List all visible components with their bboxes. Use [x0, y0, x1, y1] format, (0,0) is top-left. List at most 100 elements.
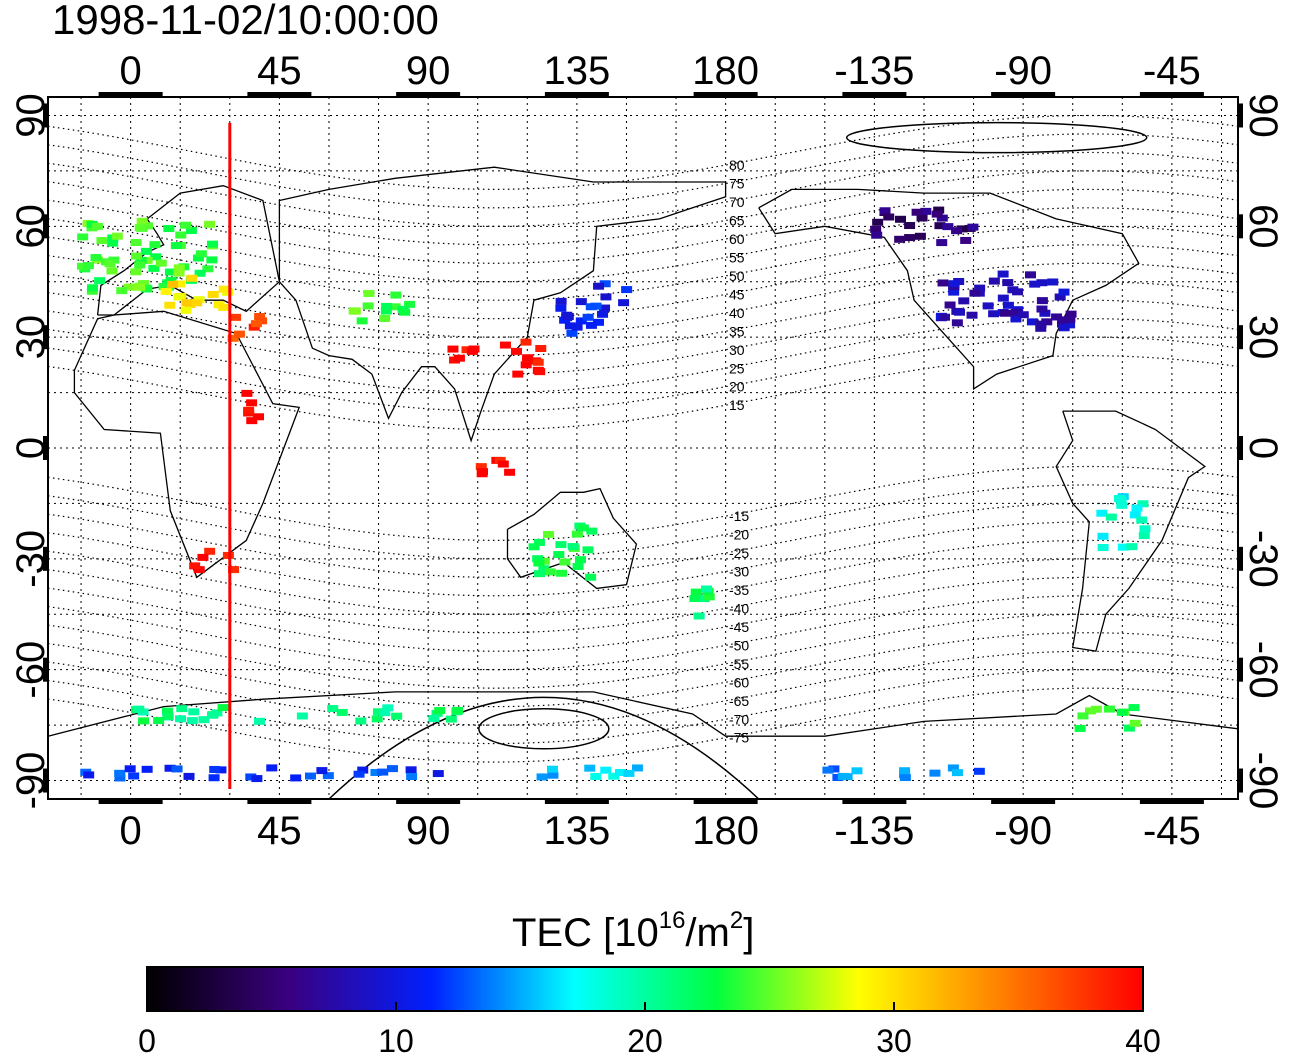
tec-point	[91, 222, 103, 230]
tec-point	[556, 569, 568, 577]
mlat-label: -75	[729, 730, 749, 746]
tec-point	[371, 715, 383, 723]
tec-point	[253, 413, 265, 421]
tec-point	[547, 771, 559, 779]
mlat-contour	[47, 669, 1239, 745]
coastline	[506, 487, 638, 590]
tec-point	[555, 304, 567, 312]
tec-point	[1139, 525, 1151, 533]
mlat-contour	[47, 299, 1239, 375]
mlat-contour	[47, 687, 1239, 763]
tec-point	[942, 223, 954, 231]
mlat-label: 45	[729, 286, 745, 302]
tec-point	[133, 705, 145, 713]
tec-point	[404, 300, 416, 308]
tec-point	[107, 239, 119, 247]
bottom-tick-bar	[1139, 799, 1204, 804]
right-lat-label: 0	[1241, 437, 1285, 459]
mlat-label: -60	[729, 674, 749, 690]
tec-point	[379, 314, 391, 322]
top-tick-bar	[98, 92, 163, 97]
tec-point	[233, 330, 245, 338]
tec-point	[94, 277, 106, 285]
tec-point	[215, 766, 227, 774]
tec-point	[186, 717, 198, 725]
tec-point	[155, 259, 167, 267]
tec-point	[1097, 532, 1109, 540]
tec-point	[175, 715, 187, 723]
tec-point	[138, 717, 150, 725]
bottom-tick-bar	[842, 799, 907, 804]
tec-point	[631, 764, 643, 772]
tec-point	[377, 768, 389, 776]
tec-point	[148, 264, 160, 272]
tec-point	[174, 280, 186, 288]
tec-point	[150, 253, 162, 261]
tec-point	[193, 566, 205, 574]
tec-point	[614, 768, 626, 776]
tec-point	[304, 772, 316, 780]
tec-point	[217, 704, 229, 712]
tec-point	[1065, 310, 1077, 318]
tec-point	[577, 524, 589, 532]
tec-point	[227, 334, 239, 342]
tec-point	[447, 345, 459, 353]
coastline	[96, 185, 281, 316]
tec-point	[106, 267, 118, 275]
tec-point	[76, 262, 88, 270]
bottom-lon-label: 135	[544, 809, 611, 853]
right-lat-label: 60	[1241, 204, 1285, 249]
tec-point	[948, 280, 960, 288]
right-latitude-ticks: 90 60 30 0 -30 -60 -90	[1238, 93, 1285, 809]
tec-point	[600, 293, 612, 301]
tec-point	[372, 708, 384, 716]
right-lat-label: -30	[1241, 530, 1285, 588]
tec-point	[546, 765, 558, 773]
tec-point	[904, 222, 916, 230]
tec-point	[599, 304, 611, 312]
tec-point	[586, 527, 598, 535]
tec-point	[938, 313, 950, 321]
tec-point	[111, 232, 123, 240]
tec-point	[841, 773, 853, 781]
mlat-label: 25	[729, 360, 745, 376]
tec-point	[452, 706, 464, 714]
top-lon-label: -135	[834, 49, 914, 93]
coastline	[1055, 410, 1207, 652]
tec-point	[380, 307, 392, 315]
tec-point	[512, 370, 524, 378]
tec-point	[532, 555, 544, 563]
mlat-label: 55	[729, 249, 745, 265]
coastline	[758, 188, 1140, 391]
right-tick-bar	[1238, 103, 1243, 128]
colorbar-tick-label: 0	[138, 1023, 156, 1057]
tec-point	[700, 585, 712, 593]
mlat-label: 75	[729, 176, 745, 192]
tec-point	[533, 538, 545, 546]
mlat-contour	[47, 244, 1239, 320]
bottom-lon-label: -135	[834, 809, 914, 853]
tec-point	[363, 289, 375, 297]
tec-point	[149, 241, 161, 249]
tec-point	[108, 256, 120, 264]
tec-point	[555, 297, 567, 305]
map-frame	[47, 96, 1239, 800]
tec-point	[191, 299, 203, 307]
tec-point	[553, 551, 565, 559]
colorbar-ticks: 0 10 20 30 40	[138, 1002, 1161, 1057]
tec-point	[574, 556, 586, 564]
tec-point	[599, 280, 611, 288]
tec-point	[582, 546, 594, 554]
tec-point	[904, 234, 916, 242]
tec-point	[1064, 315, 1076, 323]
tec-point	[1026, 318, 1038, 326]
tec-point	[536, 773, 548, 781]
top-lon-label: -45	[1143, 49, 1201, 93]
bottom-lon-label: -45	[1143, 809, 1201, 853]
tec-point	[246, 399, 258, 407]
tec-point	[1113, 495, 1125, 503]
tec-point	[181, 299, 193, 307]
tec-point	[1041, 318, 1053, 326]
tec-point	[453, 354, 465, 362]
tec-point	[497, 460, 509, 468]
